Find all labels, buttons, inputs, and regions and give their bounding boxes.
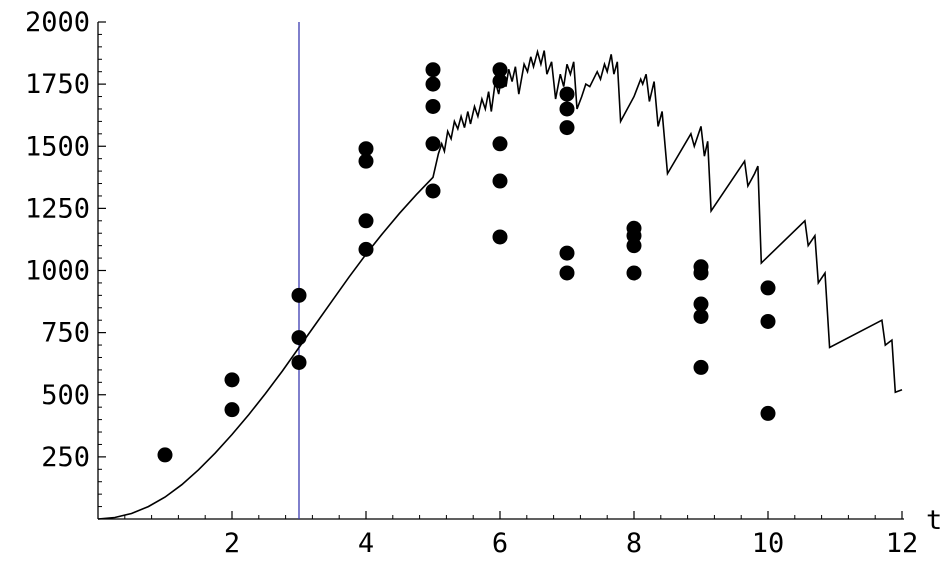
data-point [626, 220, 642, 236]
y-tick-label: 1500 [25, 131, 90, 162]
data-point [693, 359, 709, 375]
y-tick-labels: 250 500 750 1000 1250 1500 1750 2000 [25, 7, 90, 473]
data-point [425, 76, 441, 92]
data-point [693, 296, 709, 312]
data-point [358, 241, 374, 257]
minor-ticks [98, 33, 876, 519]
data-point [492, 173, 508, 189]
data-point [760, 280, 776, 296]
y-tick-label: 250 [41, 442, 90, 473]
y-tick-label: 500 [41, 380, 90, 411]
y-tick-label: 1750 [25, 69, 90, 100]
x-axis-title: t [926, 505, 942, 536]
data-point [693, 259, 709, 275]
data-point [358, 153, 374, 169]
data-point [291, 354, 307, 370]
y-tick-label: 750 [41, 318, 90, 349]
x-tick-labels: 2 4 6 8 10 12 [224, 528, 918, 559]
x-tick-label: 6 [492, 528, 508, 559]
data-point [760, 313, 776, 329]
data-point [559, 265, 575, 281]
data-point [425, 62, 441, 78]
data-point [760, 405, 776, 421]
data-point [358, 141, 374, 157]
x-tick-label: 10 [752, 528, 785, 559]
data-point [492, 73, 508, 89]
y-tick-label: 2000 [25, 7, 90, 38]
data-point [425, 183, 441, 199]
y-tick-label: 1000 [25, 256, 90, 287]
data-point [559, 101, 575, 117]
data-points [157, 62, 776, 463]
data-point [559, 245, 575, 261]
data-point [291, 330, 307, 346]
data-point [224, 372, 240, 388]
data-point [559, 86, 575, 102]
data-point [224, 402, 240, 418]
major-ticks [98, 21, 903, 519]
data-point [626, 265, 642, 281]
data-point [157, 447, 173, 463]
data-point [425, 98, 441, 114]
data-point [358, 213, 374, 229]
data-point [693, 308, 709, 324]
x-tick-label: 8 [626, 528, 642, 559]
data-point [492, 229, 508, 245]
x-tick-label: 2 [224, 528, 240, 559]
x-tick-label: 4 [358, 528, 374, 559]
data-point [291, 287, 307, 303]
y-tick-label: 1250 [25, 193, 90, 224]
data-point [492, 136, 508, 152]
series-curve-line [97, 48, 903, 520]
x-tick-label: 12 [886, 528, 919, 559]
data-point [492, 62, 508, 78]
data-point [559, 120, 575, 136]
data-point [425, 136, 441, 152]
